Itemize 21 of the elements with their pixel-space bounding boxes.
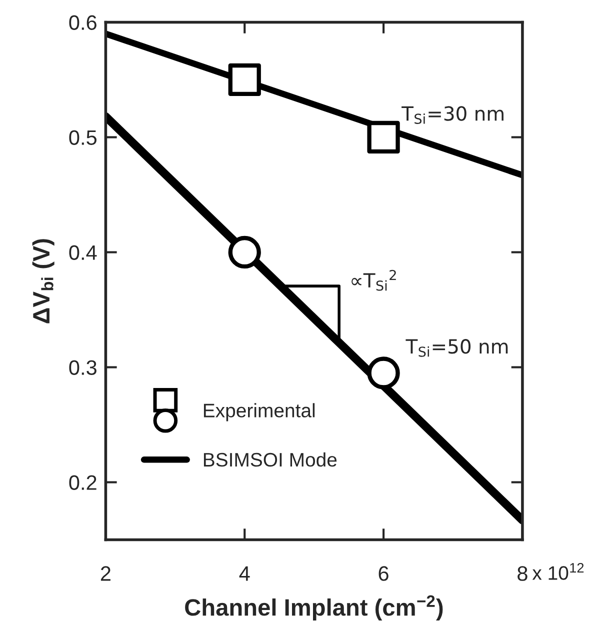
y-tick-label: 0.6 (69, 15, 96, 30)
point (228, 236, 261, 269)
legend-label: Experimental (204, 403, 315, 422)
x-tick-label: 8 (518, 566, 528, 581)
y-tick-label: 0.3 (69, 360, 96, 375)
y-tick-label: 0.4 (69, 245, 97, 260)
point (367, 356, 400, 390)
annotation: T$_{Si}$=30 nm (402, 106, 504, 124)
x-tick-label: 2 (100, 566, 110, 581)
x-tick-label: 4 (239, 566, 250, 581)
point (367, 120, 400, 154)
legend-label: BSIMSOI Mode (204, 452, 337, 467)
y-tick-label: 0.2 (69, 475, 96, 490)
annotation: T$_{Si}$=50 nm (406, 339, 508, 357)
y-tick-label: 0.5 (69, 130, 96, 145)
annotation: ∝T$_{Si}$$^{2}$ (352, 270, 396, 291)
y-axis-title: ΔV$_{bi}$ (V) (32, 239, 54, 324)
point (228, 63, 261, 96)
text: x 10$^{12}$ (532, 562, 584, 580)
x-tick-label: 6 (378, 566, 388, 581)
x-axis-title: Channel Implant (cm$^{−2}$) (185, 595, 443, 620)
